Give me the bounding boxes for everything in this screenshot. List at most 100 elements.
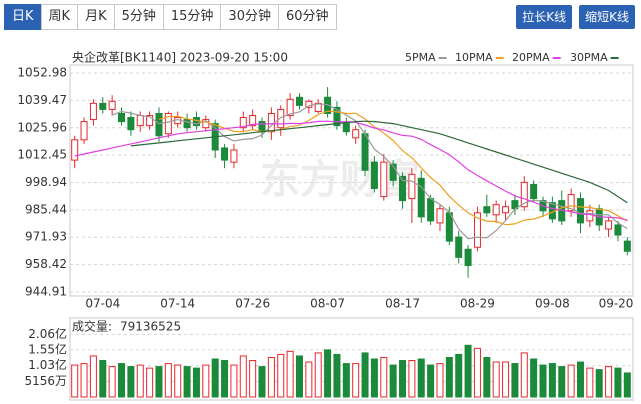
volume-bar <box>155 366 163 398</box>
candle-body <box>230 149 238 163</box>
candle-body <box>614 224 622 236</box>
volume-tick-label: 2.06亿 <box>28 326 67 341</box>
volume-tick-label: 1.03亿 <box>28 357 67 372</box>
volume-bar <box>511 363 519 398</box>
volume-bar <box>427 364 435 398</box>
x-tick-label: 07-04 <box>85 297 120 311</box>
candle-body <box>239 117 247 129</box>
volume-bar <box>548 363 556 398</box>
candle-body <box>249 115 257 127</box>
volume-bar <box>146 367 154 398</box>
volume-bar <box>314 352 322 398</box>
chart-title: 央企改革[BK1140] 2023-09-20 15:00 <box>72 50 288 65</box>
volume-bar <box>99 360 107 398</box>
volume-bar <box>417 358 425 398</box>
candle-body <box>277 108 285 129</box>
candle-body <box>136 115 144 127</box>
volume-bar <box>464 344 472 398</box>
candle-body <box>324 96 332 114</box>
volume-bar <box>492 361 500 398</box>
candle-body <box>295 96 303 106</box>
volume-bar <box>436 363 444 398</box>
volume-bar <box>380 356 388 398</box>
candle-body <box>89 102 97 121</box>
candle-body <box>183 119 191 129</box>
x-tick-label: 08-17 <box>385 297 420 311</box>
candle-body <box>464 248 472 266</box>
volume-panel-frame <box>69 317 634 401</box>
volume-bar <box>530 358 538 398</box>
x-tick-label: 07-26 <box>235 297 270 311</box>
candle-body <box>399 175 407 202</box>
volume-bar <box>230 364 238 398</box>
candle-body <box>127 117 135 131</box>
period-tab[interactable]: 周K <box>40 4 79 30</box>
candle-body <box>221 147 229 161</box>
volume-bar <box>127 366 135 398</box>
y-tick-label: 1039.47 <box>17 93 67 107</box>
volume-bar <box>352 363 360 398</box>
y-tick-label: 944.91 <box>25 285 67 299</box>
candle-body <box>530 183 538 200</box>
candle-body <box>623 240 631 252</box>
volume-bar <box>258 366 266 398</box>
volume-bar <box>586 367 594 398</box>
zoom-button[interactable]: 拉长K线 <box>516 5 573 29</box>
volume-bar <box>445 356 453 398</box>
candle-body <box>436 208 444 224</box>
volume-bar <box>295 355 303 398</box>
candle-body <box>370 161 378 189</box>
volume-bar <box>286 350 294 398</box>
x-tick-label: 07-14 <box>160 297 195 311</box>
x-tick-label: 09-20 <box>599 297 634 311</box>
candle-body <box>483 206 491 214</box>
candle-body <box>473 212 481 248</box>
volume-bar <box>483 356 491 398</box>
legend-label: 5PMA <box>405 51 436 64</box>
period-tab[interactable]: 月K <box>77 4 115 30</box>
period-tab[interactable]: 60分钟 <box>277 4 337 30</box>
volume-bar <box>576 361 584 398</box>
y-tick-label: 958.42 <box>25 257 67 271</box>
period-tab[interactable]: 30分钟 <box>220 4 279 30</box>
volume-bar <box>520 352 528 398</box>
candle-body <box>567 194 575 212</box>
volume-bar <box>333 353 341 398</box>
volume-bar <box>211 358 219 398</box>
volume-bar <box>408 360 416 398</box>
candle-body <box>305 100 313 108</box>
y-tick-label: 1012.45 <box>17 148 67 162</box>
candle-body <box>258 121 266 133</box>
y-tick-label: 1052.98 <box>17 66 67 80</box>
y-tick-label: 998.94 <box>25 175 67 189</box>
volume-bar <box>118 363 126 398</box>
volume-bar <box>249 360 257 398</box>
volume-bar <box>277 353 285 398</box>
volume-label: 成交量: <box>72 319 112 334</box>
candle-body <box>118 112 126 123</box>
period-tab[interactable]: 5分钟 <box>113 4 164 30</box>
candle-body <box>80 121 88 141</box>
volume-bar <box>595 369 603 398</box>
volume-bar <box>455 353 463 398</box>
period-tab[interactable]: 15分钟 <box>162 4 222 30</box>
volume-bar <box>305 361 313 398</box>
volume-bar <box>183 366 191 398</box>
volume-latest: 79136525 <box>120 320 181 334</box>
volume-bar <box>399 360 407 398</box>
legend-label: 30PMA <box>570 51 608 64</box>
period-tab[interactable]: 日K <box>4 4 42 30</box>
candle-body <box>576 198 584 224</box>
y-tick-label: 971.93 <box>25 230 67 244</box>
volume-bar <box>202 364 210 398</box>
candle-body <box>586 210 594 222</box>
candle-body <box>380 161 388 198</box>
volume-tick-label: 1.55亿 <box>28 341 67 356</box>
zoom-button[interactable]: 缩短K线 <box>579 5 635 29</box>
candle-body <box>342 123 350 133</box>
x-tick-label: 09-08 <box>535 297 570 311</box>
period-tabs: 日K 周K 月K 5分钟 15分钟 30分钟 60分钟 <box>4 4 337 30</box>
candle-body <box>71 139 79 161</box>
